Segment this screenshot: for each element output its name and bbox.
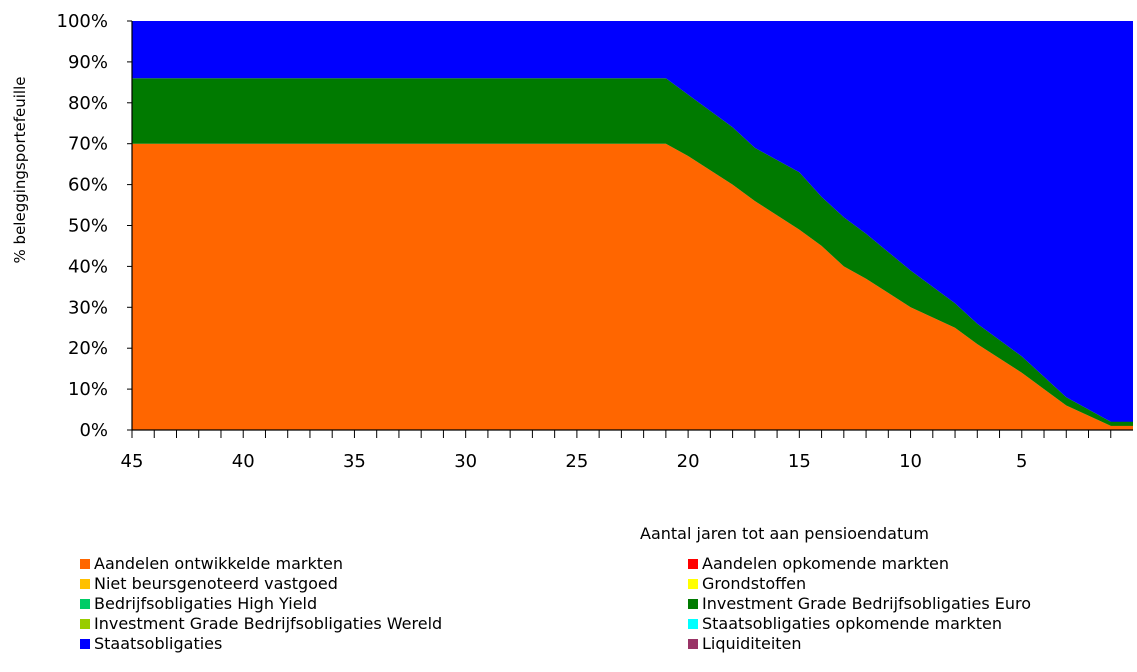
legend: Aandelen ontwikkelde markten Aandelen opk… [0,554,1137,672]
x-tick-label: 10 [899,451,922,472]
x-axis-title: Aantal jaren tot aan pensioendatum [640,524,929,543]
area-aandelen-ontwikkelde-markten [132,21,1133,430]
legend-item: Investment Grade Bedrijfsobligaties Were… [80,614,442,634]
legend-item: Aandelen ontwikkelde markten [80,554,343,574]
y-tick-label: 90% [68,52,108,73]
y-tick-label: 0% [79,420,108,441]
y-tick-label: 70% [68,134,108,155]
y-tick-label: 30% [68,297,108,318]
legend-item: Niet beursgenoteerd vastgoed [80,574,338,594]
y-tick-label: 20% [68,338,108,359]
y-axis-title-text: % beleggingsportefeuille [11,76,29,264]
legend-label: Aandelen ontwikkelde markten [94,554,343,573]
legend-label: Grondstoffen [702,574,807,593]
y-tick-label: 60% [68,175,108,196]
legend-label: Aandelen opkomende markten [702,554,949,573]
legend-swatch [80,598,90,609]
legend-item: Liquiditeiten [688,634,802,654]
y-tick-label: 80% [68,93,108,114]
legend-swatch [688,638,698,649]
area-investment-grade-bedrijfsobligaties-euro [132,21,1133,426]
x-tick-labels: 45 40 35 30 25 20 15 10 5 [121,451,1028,472]
legend-item: Grondstoffen [688,574,806,594]
legend-swatch [80,578,90,589]
legend-swatch [688,578,698,589]
legend-swatch [688,598,698,609]
x-tick-label: 5 [1016,451,1027,472]
legend-swatch [80,638,90,649]
legend-label: Staatsobligaties opkomende markten [702,614,1003,633]
x-tick-label: 40 [232,451,255,472]
legend-item: Staatsobligaties [80,634,222,654]
legend-swatch [80,618,90,629]
axes [127,20,1133,438]
x-tick-label: 35 [343,451,366,472]
legend-label: Investment Grade Bedrijfsobligaties Were… [94,614,443,633]
stacked-areas [132,21,1133,430]
y-tick-label: 50% [68,216,108,237]
x-tick-label: 45 [121,451,144,472]
x-tick-label: 20 [677,451,700,472]
x-tick-label: 30 [454,451,477,472]
y-tick-labels: 0% 10% 20% 30% 40% 50% 60% 70% 80% 90% 100% [57,11,108,441]
legend-label: Liquiditeiten [702,634,802,653]
y-tick-label: 40% [68,256,108,277]
legend-label: Staatsobligaties [94,634,223,653]
x-tick-label: 15 [788,451,811,472]
legend-item: Bedrijfsobligaties High Yield [80,594,317,614]
legend-label: Bedrijfsobligaties High Yield [94,594,318,613]
legend-label: Niet beursgenoteerd vastgoed [94,574,338,593]
y-tick-label: 100% [57,11,108,32]
y-axis-title: % beleggingsportefeuille [0,0,40,440]
legend-item: Staatsobligaties opkomende markten [688,614,1002,634]
y-tick-label: 10% [68,379,108,400]
area-chart: 0% 10% 20% 30% 40% 50% 60% 70% 80% 90% 100% 45 40 35… [57,11,1133,472]
x-tick-label: 25 [565,451,588,472]
legend-item: Investment Grade Bedrijfsobligaties Euro [688,594,1031,614]
area-staatsobligaties [132,21,1133,422]
legend-swatch [80,558,90,569]
legend-swatch [688,618,698,629]
legend-swatch [688,558,698,569]
legend-label: Investment Grade Bedrijfsobligaties Euro [702,594,1032,613]
legend-item: Aandelen opkomende markten [688,554,949,574]
